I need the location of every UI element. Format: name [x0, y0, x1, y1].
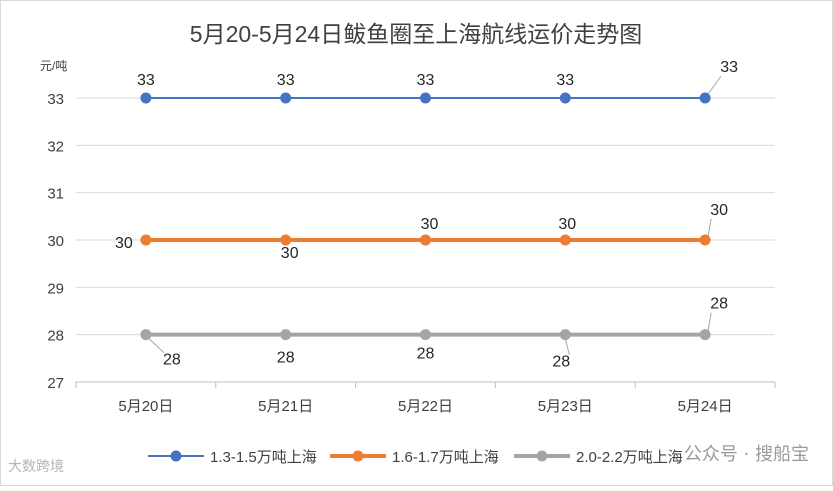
data-point [559, 329, 571, 341]
data-label: 30 [421, 216, 439, 233]
data-point [280, 234, 292, 246]
data-point [140, 329, 152, 341]
x-tick-label: 5月21日 [258, 398, 313, 415]
data-point [140, 92, 152, 104]
data-point [280, 92, 292, 104]
y-axis-unit-label: 元/吨 [40, 59, 67, 73]
leader-line [707, 75, 722, 95]
data-label: 33 [277, 72, 295, 89]
legend-marker-2 [352, 450, 364, 462]
legend-label-1: 1.3-1.5万吨上海 [210, 449, 317, 466]
data-label: 33 [720, 59, 738, 76]
y-tick-label-32: 32 [47, 138, 64, 155]
legend-marker-3 [536, 450, 548, 462]
data-labels-layer: 33 33 33 33 33 30 30 30 30 30 28 28 28 28 28 [115, 59, 738, 371]
data-label: 33 [417, 72, 435, 89]
data-point [699, 329, 711, 341]
chart-title: 5月20-5月24日鲅鱼圈至上海航线运价走势图 [190, 21, 642, 47]
x-tick-label: 5月20日 [118, 398, 173, 415]
x-tick-label: 5月23日 [538, 398, 593, 415]
legend: 1.3-1.5万吨上海 1.6-1.7万吨上海 2.0-2.2万吨上海 [148, 449, 683, 466]
leader-line [707, 218, 712, 237]
x-tick-label: 5月22日 [398, 398, 453, 415]
data-point [699, 92, 711, 104]
data-point [559, 92, 571, 104]
data-label: 33 [137, 72, 155, 89]
y-tick-label-27: 27 [47, 375, 64, 392]
leader-line [707, 312, 712, 331]
watermark-right: 公众号 · 搜船宝 [683, 444, 809, 465]
watermark-left: 大数跨境 [8, 459, 64, 475]
data-point [420, 329, 431, 341]
y-axis-tick-labels: 27 28 29 30 31 32 33 [47, 91, 64, 392]
data-point [420, 234, 431, 246]
data-label: 30 [558, 216, 576, 233]
legend-marker-1 [170, 450, 182, 462]
data-label: 28 [163, 352, 181, 369]
y-tick-label-30: 30 [47, 233, 64, 250]
legend-label-3: 2.0-2.2万吨上海 [576, 449, 683, 466]
data-label: 28 [552, 354, 570, 371]
x-tick-label: 5月24日 [678, 398, 733, 415]
data-label: 33 [556, 72, 574, 89]
data-label: 28 [710, 296, 728, 313]
leader-line [564, 338, 570, 355]
x-axis-tick-labels: 5月20日 5月21日 5月22日 5月23日 5月24日 [75, 382, 776, 415]
y-tick-label-33: 33 [47, 91, 64, 108]
series-layer [140, 92, 711, 341]
y-tick-label-31: 31 [47, 186, 64, 203]
data-label: 28 [417, 346, 435, 363]
data-point [420, 92, 431, 104]
y-tick-label-29: 29 [47, 280, 64, 297]
y-tick-label-28: 28 [47, 328, 64, 345]
data-point [140, 234, 152, 246]
data-label: 30 [281, 245, 299, 262]
leader-line [148, 338, 165, 354]
data-label: 28 [277, 350, 295, 367]
data-point [280, 329, 292, 341]
data-point [699, 234, 711, 246]
data-label: 30 [115, 235, 133, 252]
data-point [559, 234, 571, 246]
data-label: 30 [710, 202, 728, 219]
legend-label-2: 1.6-1.7万吨上海 [392, 449, 499, 466]
